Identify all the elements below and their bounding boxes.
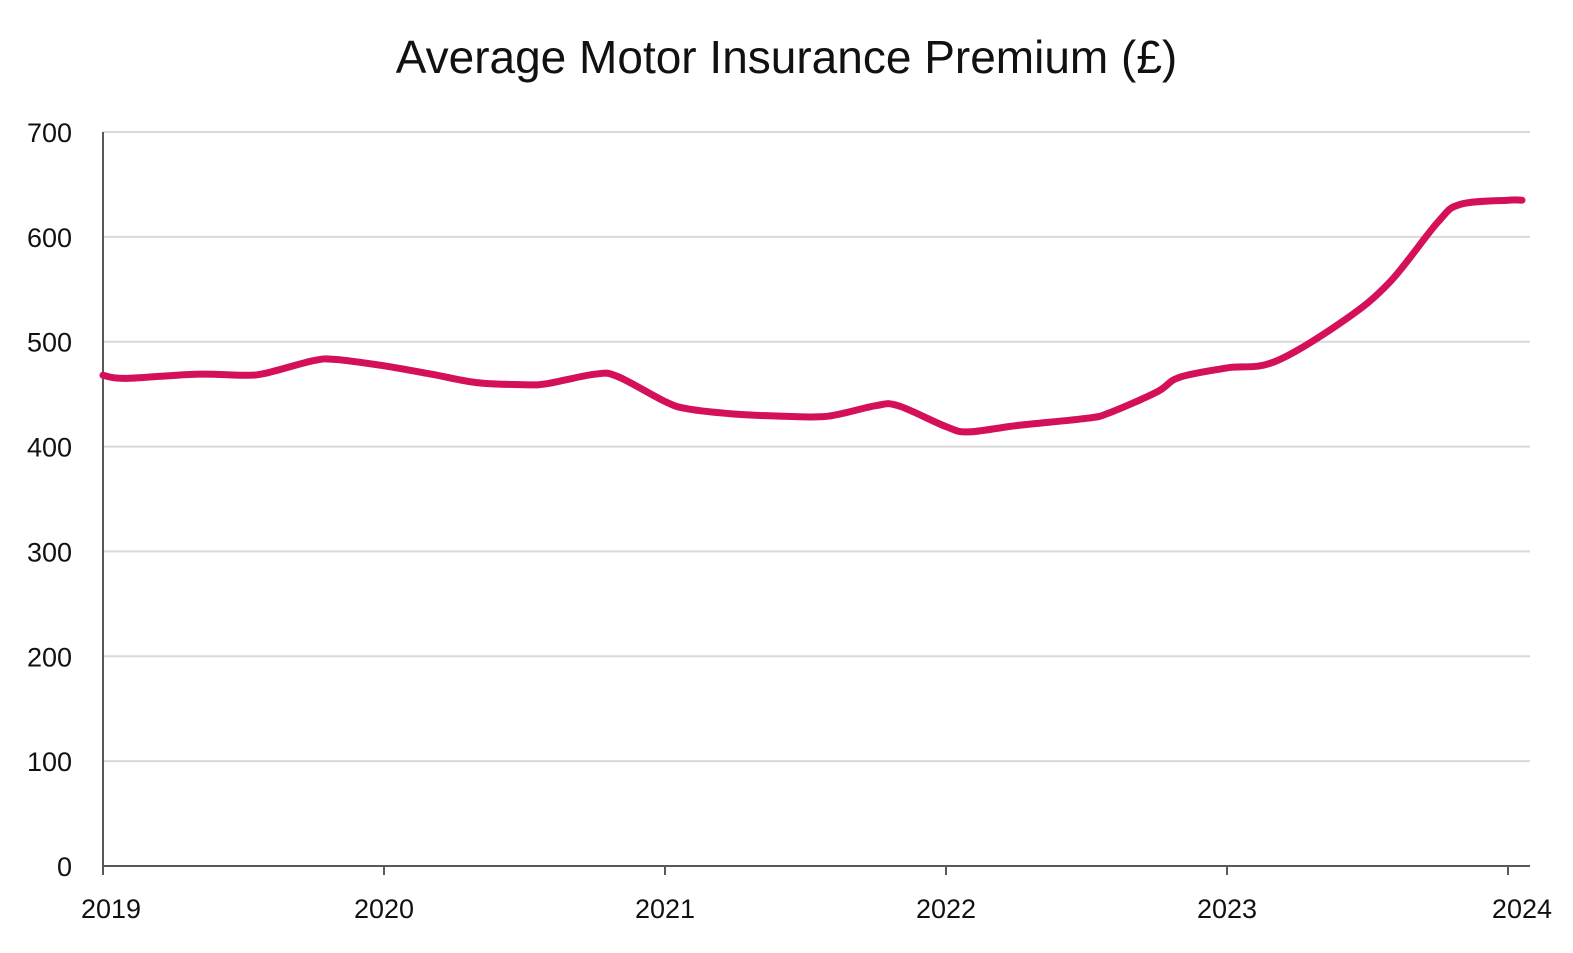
x-tick-label: 2022 [916, 894, 976, 924]
y-tick-label: 100 [27, 747, 72, 777]
series-line-0 [99, 196, 1526, 436]
chart-title: Average Motor Insurance Premium (£) [395, 31, 1178, 83]
y-tick-label: 500 [27, 328, 72, 358]
x-tick-label: 2019 [81, 894, 141, 924]
y-tick-label: 400 [27, 433, 72, 463]
y-tick-label: 300 [27, 537, 72, 567]
y-tick-label: 600 [27, 223, 72, 253]
y-tick-label: 700 [27, 118, 72, 148]
x-tick-label: 2023 [1197, 894, 1257, 924]
series-layer [99, 196, 1526, 436]
x-tick-label: 2021 [635, 894, 695, 924]
x-tick-label: 2020 [354, 894, 414, 924]
tick-labels: 0 100 200 300 400 500 600 700 2019 2020 2021 2022 20… [27, 118, 1552, 924]
x-tick-label: 2024 [1492, 894, 1552, 924]
y-tick-label: 0 [57, 852, 72, 882]
axes [102, 132, 1530, 875]
y-tick-label: 200 [27, 642, 72, 672]
gridlines [103, 131, 1530, 763]
